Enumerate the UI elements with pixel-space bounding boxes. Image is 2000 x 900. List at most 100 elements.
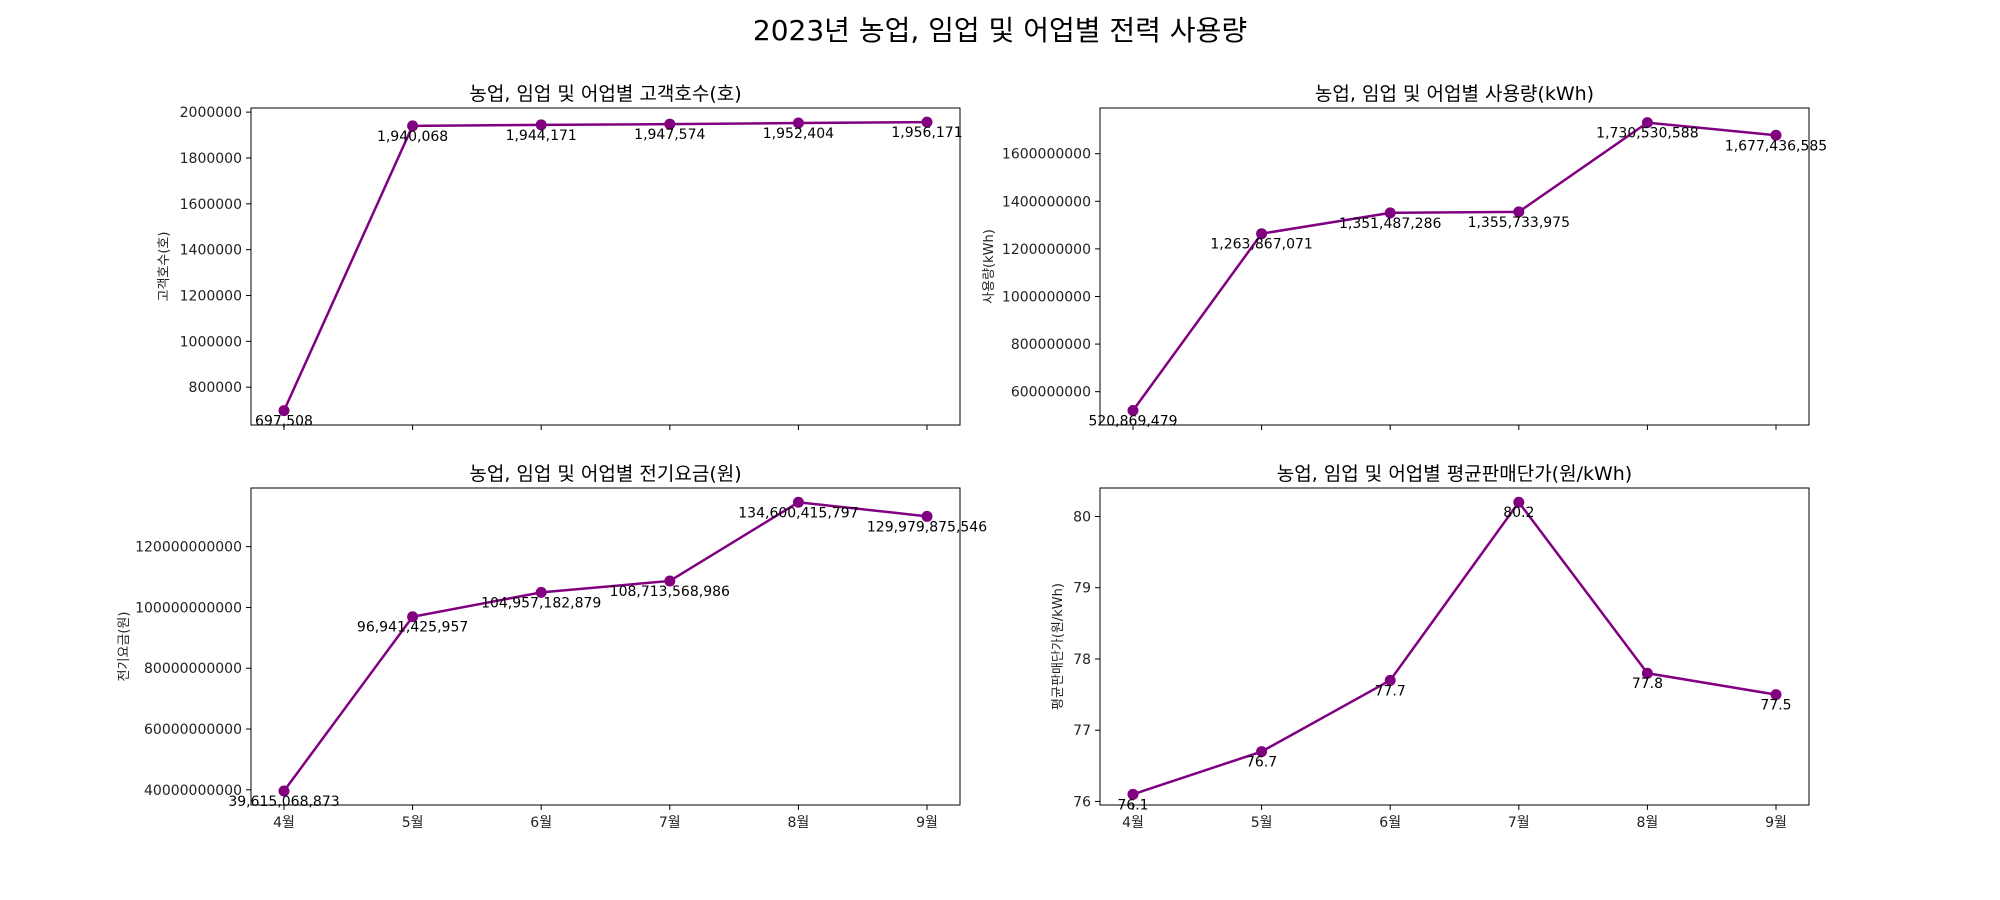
data-label: 1,940,068 [377, 129, 448, 145]
data-label: 80.2 [1503, 505, 1534, 521]
data-label: 1,351,487,286 [1339, 216, 1442, 232]
data-label: 1,952,404 [763, 126, 834, 142]
plot-frame [250, 107, 961, 426]
data-point [1770, 689, 1782, 701]
data-point [1256, 228, 1268, 240]
y-tick-label: 77 [1073, 723, 1091, 739]
data-label: 1,944,171 [506, 128, 577, 144]
x-tick-label: 8월 [788, 815, 810, 831]
data-point [664, 575, 676, 587]
data-point [407, 611, 419, 623]
data-label: 129,979,875,546 [867, 519, 987, 535]
data-label: 1,263,867,071 [1210, 237, 1312, 253]
x-tick-label: 4월 [273, 815, 295, 831]
chart-title: 농업, 임업 및 어업별 평균판매단가(원/kWh) [1277, 463, 1632, 485]
y-tick-label: 1400000000 [1002, 194, 1091, 210]
x-tick-label: 5월 [402, 815, 424, 831]
data-label: 76.1 [1117, 797, 1148, 813]
data-label: 76.7 [1246, 755, 1277, 771]
data-label: 697,508 [255, 414, 313, 430]
y-tick-label: 120000000000 [135, 540, 242, 556]
y-axis-label: 사용량(kWh) [982, 229, 997, 304]
y-tick-label: 1800000 [180, 151, 242, 167]
y-tick-label: 1200000000 [1002, 242, 1091, 258]
data-label: 39,615,068,873 [228, 794, 339, 810]
y-tick-label: 76 [1073, 794, 1091, 810]
data-label: 134,600,415,797 [738, 505, 858, 521]
y-axis-label: 평균판매단가(원/kWh) [1051, 583, 1066, 710]
chart-title: 농업, 임업 및 어업별 사용량(kWh) [1315, 83, 1594, 105]
y-tick-label: 80000000000 [144, 661, 242, 677]
data-label: 77.5 [1760, 698, 1791, 714]
data-point [921, 116, 933, 128]
data-point [278, 405, 290, 417]
chart-title: 농업, 임업 및 어업별 전기요금(원) [469, 463, 741, 485]
y-tick-label: 1200000 [180, 288, 242, 304]
data-point [535, 119, 547, 131]
data-point [1641, 667, 1653, 679]
figure-title: 2023년 농업, 임업 및 어업별 전력 사용량 [753, 14, 1247, 47]
chart-panel-3: 농업, 임업 및 어업별 전기요금(원) 전기요금(원) 40000000000 60… [117, 463, 987, 831]
chart-panel-4: 농업, 임업 및 어업별 평균판매단가(원/kWh) 평균판매단가(원/kWh) 7… [1051, 463, 1810, 831]
y-tick-label: 1000000 [180, 334, 242, 350]
data-label: 104,957,182,879 [481, 595, 601, 611]
x-tick-label: 5월 [1251, 815, 1273, 831]
x-tick-label: 6월 [530, 815, 552, 831]
series-line [1131, 121, 1777, 412]
y-tick-label: 800000 [189, 380, 242, 396]
y-tick-label: 78 [1073, 652, 1091, 668]
data-point [1513, 496, 1525, 508]
data-label: 1,355,733,975 [1468, 215, 1570, 231]
y-tick-label: 2000000 [180, 105, 242, 121]
chart-panel-1: 농업, 임업 및 어업별 고객호수(호) 고객호수(호) 800000 1000000… [157, 83, 963, 430]
data-point [1256, 746, 1268, 758]
data-point [1641, 117, 1653, 129]
chart-panel-2: 농업, 임업 및 어업별 사용량(kWh) 사용량(kWh) 600000000 80… [982, 83, 1827, 430]
y-tick-label: 1600000000 [1002, 147, 1091, 163]
y-axis-label: 전기요금(원) [117, 612, 132, 682]
x-tick-label: 9월 [916, 815, 938, 831]
charts-grid: 농업, 임업 및 어업별 고객호수(호) 고객호수(호) 800000 1000000… [117, 83, 1827, 831]
data-label: 1,947,574 [634, 127, 705, 143]
data-label: 1,956,171 [891, 125, 962, 141]
data-point [278, 785, 290, 797]
data-point [1127, 788, 1139, 800]
y-tick-label: 80 [1073, 509, 1091, 525]
y-tick-label: 1600000 [180, 197, 242, 213]
data-point [1513, 206, 1525, 218]
data-point [1770, 129, 1782, 141]
data-point [792, 496, 804, 508]
data-point [792, 117, 804, 129]
x-tick-label: 7월 [1508, 815, 1530, 831]
y-tick-label: 600000000 [1011, 385, 1091, 401]
x-tick-label: 4월 [1122, 815, 1144, 831]
series-line [1132, 500, 1777, 796]
x-tick-label: 7월 [659, 815, 681, 831]
data-point [535, 586, 547, 598]
data-label: 77.8 [1632, 676, 1663, 692]
data-label: 1,677,436,585 [1725, 138, 1827, 154]
data-point [1384, 674, 1396, 686]
y-tick-label: 100000000000 [135, 600, 242, 616]
series-line [282, 120, 928, 412]
y-tick-label: 60000000000 [144, 722, 242, 738]
x-tick-label: 9월 [1765, 815, 1787, 831]
data-point [1384, 207, 1396, 219]
plot-frame [250, 487, 961, 806]
x-tick-label: 8월 [1637, 815, 1659, 831]
data-label: 1,730,530,588 [1596, 126, 1698, 142]
data-label: 520,869,479 [1088, 414, 1177, 430]
y-tick-label: 40000000000 [144, 783, 242, 799]
y-tick-label: 79 [1073, 581, 1091, 597]
data-point [664, 118, 676, 130]
data-label: 108,713,568,986 [610, 584, 730, 600]
y-axis-label: 고객호수(호) [157, 232, 172, 302]
data-point [1127, 405, 1139, 417]
y-tick-label: 800000000 [1011, 337, 1091, 353]
plot-frame [1099, 107, 1810, 426]
data-label: 77.7 [1375, 683, 1406, 699]
x-tick-label: 6월 [1379, 815, 1401, 831]
data-point [407, 120, 419, 132]
plot-frame [1099, 487, 1810, 806]
